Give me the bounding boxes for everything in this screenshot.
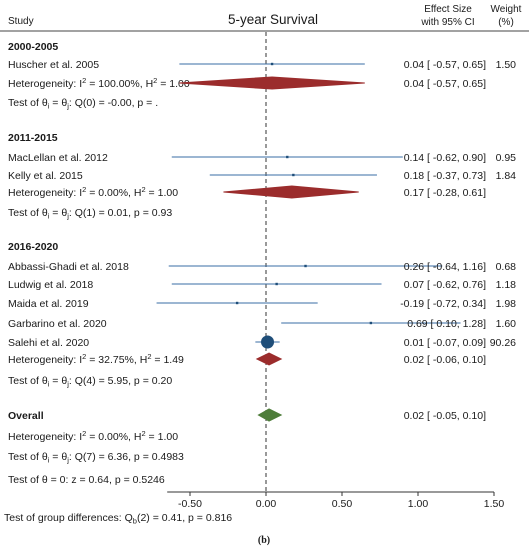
figure-caption: (b): [258, 535, 270, 546]
heterogeneity-stat: Heterogeneity: I2 = 0.00%, H2 = 1.00: [8, 185, 178, 199]
pooled-effect-ci: 0.17 [ -0.28, 0.61]: [404, 187, 486, 199]
x-tick-label: -0.50: [178, 498, 202, 510]
group-differences-test: Test of group differences: Qb(2) = 0.41,…: [4, 512, 232, 526]
effect-point: [304, 264, 307, 268]
effect-size-ci: 0.07 [ -0.62, 0.76]: [404, 279, 486, 291]
effect-size-ci: 0.01 [ -0.07, 0.09]: [404, 337, 486, 349]
subgroup-diamond: [179, 76, 365, 90]
pooled-effect-ci: 0.02 [ -0.06, 0.10]: [404, 354, 486, 366]
homogeneity-test: Test of θi = θj: Q(4) = 5.95, p = 0.20: [8, 375, 172, 389]
study-weight: 1.18: [496, 279, 517, 291]
effect-point: [286, 155, 289, 159]
study-label: Salehi et al. 2020: [8, 337, 89, 349]
subgroup-diamond: [255, 352, 283, 366]
study-label: Garbarino et al. 2020: [8, 318, 107, 330]
ci-header: with 95% CI: [420, 17, 474, 28]
effect-size-ci: -0.19 [ -0.72, 0.34]: [400, 298, 486, 310]
study-label: Huscher et al. 2005: [8, 59, 99, 71]
pooled-effect-ci: 0.04 [ -0.57, 0.65]: [404, 78, 486, 90]
x-tick-label: 0.00: [256, 498, 277, 510]
study-label: MacLellan et al. 2012: [8, 152, 108, 164]
effect-point: [292, 173, 295, 177]
effect-size-ci: 0.69 [ 0.10, 1.28]: [407, 318, 486, 330]
weight-unit-header: (%): [498, 17, 514, 28]
study-weight: 1.84: [496, 170, 517, 182]
effect-point: [270, 62, 274, 66]
effect-point: [369, 321, 373, 325]
x-tick-label: 0.50: [332, 498, 353, 510]
x-tick-label: 1.50: [484, 498, 505, 510]
effect-size-ci: 0.14 [ -0.62, 0.90]: [404, 152, 486, 164]
study-label: Ludwig et al. 2018: [8, 279, 93, 291]
heterogeneity-stat: Heterogeneity: I2 = 100.00%, H2 = 1.00: [8, 76, 190, 90]
study-label: Kelly et al. 2015: [8, 170, 83, 182]
subgroup-diamond: [223, 185, 359, 199]
overall-diamond: [257, 408, 283, 422]
effect-size-ci: 0.26 [ -0.64, 1.16]: [404, 261, 486, 273]
homogeneity-test: Test of θi = θj: Q(0) = -0.00, p = .: [8, 97, 158, 111]
effect-point: [235, 301, 239, 305]
effect-point: [275, 282, 278, 286]
overall-z-test: Test of θ = 0: z = 0.64, p = 0.5246: [8, 474, 165, 486]
overall-heterogeneity: Heterogeneity: I2 = 0.00%, H2 = 1.00: [8, 429, 178, 443]
effect-size-ci: 0.18 [ -0.37, 0.73]: [404, 170, 486, 182]
x-tick-label: 1.00: [408, 498, 429, 510]
subgroup-heading: 2000-2005: [8, 41, 58, 53]
study-column-header: Study: [8, 16, 34, 27]
subgroup-heading: 2011-2015: [8, 132, 58, 144]
study-weight: 1.50: [496, 59, 517, 71]
effect-size-header: Effect Size: [424, 4, 472, 15]
effect-point: [261, 335, 275, 349]
chart-title: 5-year Survival: [228, 12, 318, 27]
weight-header: Weight: [491, 4, 522, 15]
overall-effect-ci: 0.02 [ -0.05, 0.10]: [404, 410, 486, 422]
study-weight: 0.68: [496, 261, 517, 273]
homogeneity-test: Test of θi = θj: Q(1) = 0.01, p = 0.93: [8, 207, 172, 221]
study-weight: 1.98: [496, 298, 517, 310]
overall-heading: Overall: [8, 410, 44, 422]
overall-homogeneity-test: Test of θi = θj: Q(7) = 6.36, p = 0.4983: [8, 451, 184, 465]
heterogeneity-stat: Heterogeneity: I2 = 32.75%, H2 = 1.49: [8, 352, 184, 366]
study-label: Maida et al. 2019: [8, 298, 89, 310]
study-label: Abbassi-Ghadi et al. 2018: [8, 261, 129, 273]
effect-size-ci: 0.04 [ -0.57, 0.65]: [404, 59, 486, 71]
study-weight: 0.95: [496, 152, 517, 164]
subgroup-heading: 2016-2020: [8, 241, 58, 253]
study-weight: 90.26: [490, 337, 516, 349]
study-weight: 1.60: [496, 318, 517, 330]
